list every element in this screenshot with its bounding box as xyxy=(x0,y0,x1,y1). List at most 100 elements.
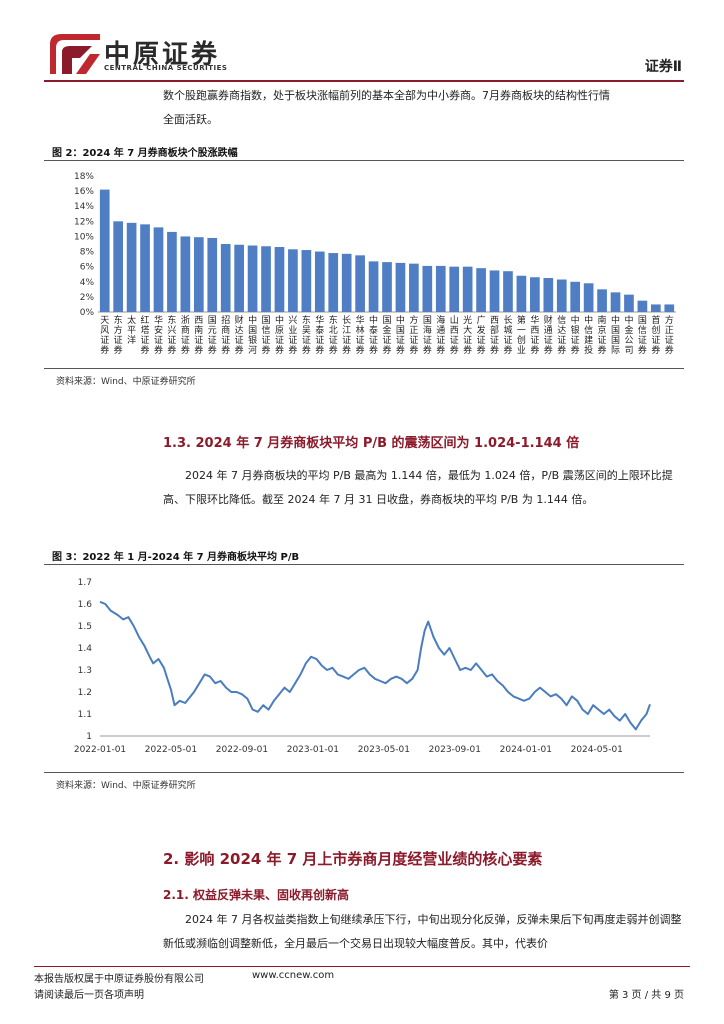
paragraph-equity: 2024 年 7 月各权益类指数上旬继续承压下行，中旬出现分化反弹，反弹未果后下… xyxy=(163,913,682,950)
bar-chart-ytick: 18% xyxy=(74,172,94,182)
bar-chart-xtick: 中信建投 xyxy=(584,314,593,356)
line-chart-xtick: 2023-05-01 xyxy=(358,745,410,755)
line-chart-ytick: 1.3 xyxy=(78,666,92,676)
bar-chart-bar xyxy=(664,304,675,312)
bar-chart-bar xyxy=(650,304,661,312)
bar-chart-bar xyxy=(261,246,271,312)
paragraph-intro: 数个股跑赢券商指数，处于板块涨幅前列的基本全部为中小券商。7月券商板块的结构性行… xyxy=(163,84,683,132)
bar-chart-bar xyxy=(126,222,137,312)
footer-page-number: 第 3 页 / 共 9 页 xyxy=(608,990,684,1001)
bar-chart-xtick: 西部证券 xyxy=(490,315,499,356)
bar-chart-bar xyxy=(167,231,177,312)
header-divider xyxy=(44,80,684,82)
bar-chart-bar xyxy=(234,244,244,312)
bar-chart-xtick: 招商证券 xyxy=(221,314,230,356)
bar-chart-xtick: 中泰证券 xyxy=(369,314,378,356)
bar-chart-bar xyxy=(409,263,419,312)
bar-chart-xtick: 华林证券 xyxy=(356,314,365,356)
bar-chart-bar xyxy=(140,224,150,312)
bar-chart-ytick: 12% xyxy=(74,217,94,227)
bar-chart-ytick: 14% xyxy=(74,202,94,212)
bar-chart-ytick: 2% xyxy=(80,293,95,303)
bar-chart-xtick: 长江证券 xyxy=(342,314,351,356)
bar-chart-bar xyxy=(570,281,581,312)
bar-chart-bar xyxy=(543,278,554,312)
bar-chart-ytick: 10% xyxy=(74,232,94,242)
paragraph-line: 数个股跑赢券商指数，处于板块涨幅前列的基本全部为中小券商。7月券商板块的结构性行… xyxy=(163,89,610,102)
line-chart-xtick: 2023-09-01 xyxy=(429,745,481,755)
bar-chart-xtick: 太平洋 xyxy=(127,314,136,346)
bar-chart-xtick: 中原证券 xyxy=(275,314,284,356)
figure-3-source: 资料来源：Wind、中原证券研究所 xyxy=(56,781,196,791)
bar-chart-bar xyxy=(435,265,446,312)
bar-chart-xtick: 方正证券 xyxy=(665,314,674,356)
bar-chart-xtick: 东方证券 xyxy=(114,314,123,356)
section-tag: 证券Ⅱ xyxy=(644,59,682,75)
footer-website[interactable]: www.ccnew.com xyxy=(252,970,335,981)
bar-chart-xtick: 中银证券 xyxy=(571,314,580,356)
line-chart-xtick: 2024-05-01 xyxy=(571,745,623,755)
bar-chart: 0% 2% 4% 6% 8% 10% 12% 14% 16% 18% 天风证券东方证券太平洋红塔证券… xyxy=(74,172,676,356)
line-chart-xtick: 2022-01-01 xyxy=(74,745,126,755)
line-chart: 1 1.1 1.2 1.3 1.4 1.5 1.6 1.7 2022-01-01 2022-05-… xyxy=(74,578,651,755)
line-chart-ytick: 1.6 xyxy=(78,600,93,610)
line-chart-series-pb xyxy=(99,600,651,731)
bar-chart-xtick: 中国银河 xyxy=(248,314,257,356)
brand-name-cn: 中原证券 xyxy=(104,40,221,70)
bar-chart-bar xyxy=(395,262,406,312)
line-chart-ytick: 1.7 xyxy=(78,578,92,588)
bar-chart-bar xyxy=(328,253,339,312)
bar-chart-xtick: 西南证券 xyxy=(194,315,203,356)
bar-chart-xtick: 方正证券 xyxy=(409,314,418,356)
figure-2-top-rule xyxy=(44,160,684,161)
bar-chart-bar xyxy=(503,271,513,312)
paragraph-line: 全面活跃。 xyxy=(163,113,218,126)
bar-chart-xtick: 财通证券 xyxy=(544,314,553,356)
line-chart-ytick: 1 xyxy=(86,732,92,742)
figure-2-source: 资料来源：Wind、中原证券研究所 xyxy=(56,377,196,387)
heading-2-1: 2.1. 权益反弹未果、固收再创新高 xyxy=(163,888,349,902)
bar-chart-xtick: 国信证券 xyxy=(638,315,647,356)
bar-chart-xtick: 兴业证券 xyxy=(288,315,297,356)
bar-chart-bar xyxy=(583,283,594,312)
bar-chart-xtick: 海通证券 xyxy=(436,314,445,356)
bar-chart-xtick: 天风证券 xyxy=(100,316,109,356)
figure-2-bottom-rule xyxy=(44,368,684,369)
bar-chart-xtick: 东吴证券 xyxy=(302,314,311,356)
bar-chart-bar xyxy=(382,262,392,312)
bar-chart-xtick: 中国证券 xyxy=(396,314,405,356)
line-chart-ytick: 1.4 xyxy=(78,644,93,654)
bar-chart-bar xyxy=(530,277,540,312)
bar-chart-ytick: 8% xyxy=(80,248,95,258)
bar-chart-bar xyxy=(153,227,164,312)
footer-copyright: 本报告版权属于中原证券股份有限公司 xyxy=(34,974,204,985)
bar-chart-xtick: 国金证券 xyxy=(382,315,391,356)
bar-chart-xtick: 长城证券 xyxy=(503,314,512,356)
bar-chart-bar xyxy=(193,237,204,312)
bar-chart-xtick: 国信证券 xyxy=(262,315,271,356)
line-chart-ytick: 1.1 xyxy=(78,710,92,720)
bar-chart-bar xyxy=(516,275,527,312)
bar-chart-xtick: 中金公司 xyxy=(624,314,633,356)
bar-chart-bar xyxy=(207,237,218,312)
bar-chart-ytick: 6% xyxy=(80,263,95,273)
bar-chart-xtick: 红塔证券 xyxy=(141,314,150,356)
bar-chart-xtick: 南京证券 xyxy=(598,314,607,356)
bar-chart-xtick: 国海证券 xyxy=(423,315,432,356)
bar-chart-xtick: 华泰证券 xyxy=(315,314,324,356)
bar-chart-ytick: 16% xyxy=(74,187,94,197)
bar-chart-bar xyxy=(274,247,285,312)
heading-2: 2. 影响 2024 年 7 月上市券商月度经营业绩的核心要素 xyxy=(163,850,543,868)
bar-chart-xtick: 信达证券 xyxy=(557,314,566,356)
bar-chart-xtick: 国元证券 xyxy=(208,315,217,356)
bar-chart-xtick: 第一创业 xyxy=(517,314,526,356)
bar-chart-xtick: 财达证券 xyxy=(235,314,244,356)
figure-3-title: 图 3：2022 年 1 月-2024 年 7 月券商板块平均 P/B xyxy=(52,552,300,563)
bar-chart-bar xyxy=(247,245,258,312)
bar-chart-bar xyxy=(220,244,231,312)
company-logo xyxy=(50,34,100,74)
line-chart-ytick: 1.2 xyxy=(78,688,92,698)
heading-1-3: 1.3. 2024 年 7 月券商板块平均 P/B 的震荡区间为 1.024-1… xyxy=(163,436,580,451)
brand-name-en: CENTRAL CHINA SECURITIES xyxy=(104,64,228,72)
bar-chart-xtick: 首创证券 xyxy=(651,314,660,356)
